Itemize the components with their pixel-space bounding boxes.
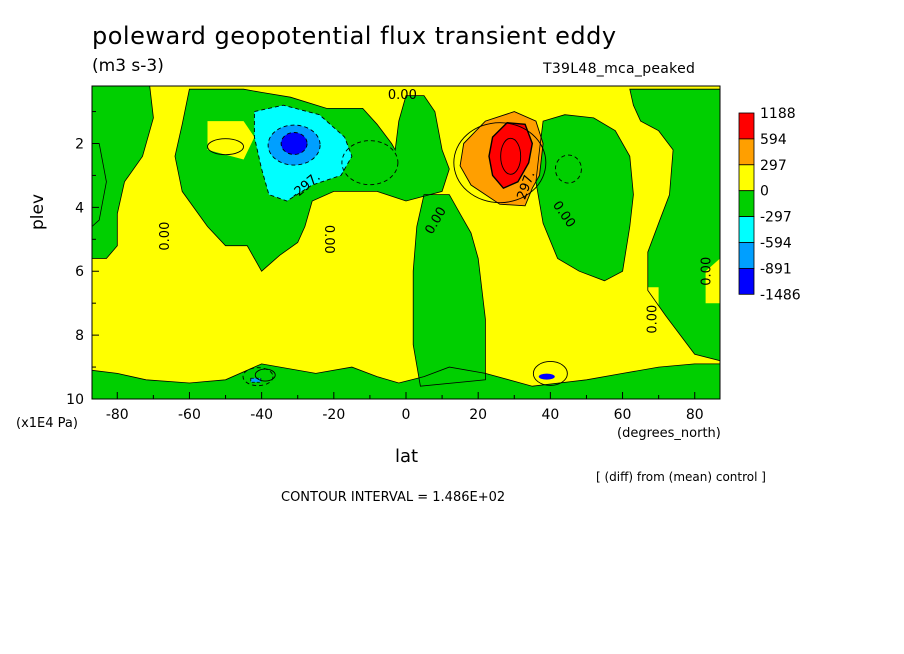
dashed-contour-1 bbox=[554, 154, 582, 184]
x-tick-label-3: -20 bbox=[322, 407, 345, 423]
positive-pocket-3 bbox=[705, 258, 720, 304]
positive-pocket-4 bbox=[644, 287, 659, 336]
zero-contour-0 bbox=[92, 86, 154, 259]
legend-swatch-4 bbox=[738, 216, 755, 243]
legend-label-3: 0 bbox=[760, 184, 769, 200]
negative-core-891 bbox=[280, 132, 308, 155]
color-legend: 1188 594 297 0 -297 -594 -891 -1486 bbox=[738, 106, 801, 303]
legend-label-5: -594 bbox=[760, 236, 792, 252]
contour-label-zero-4: 0.00 bbox=[645, 305, 660, 334]
diff-note: [ (diff) from (mean) control ] bbox=[596, 470, 766, 484]
positive-pocket-5 bbox=[158, 336, 164, 353]
contour-lines bbox=[92, 86, 720, 399]
contour-label-zero-1: 0.00 bbox=[321, 225, 336, 254]
legend-swatch-6 bbox=[738, 267, 755, 295]
legend-swatch-1 bbox=[738, 138, 755, 166]
chart-units: (m3 s-3) bbox=[92, 56, 164, 76]
legend-label-0: 1188 bbox=[760, 106, 796, 122]
legend-swatch-2 bbox=[738, 164, 755, 192]
contour-interval: CONTOUR INTERVAL = 1.486E+02 bbox=[281, 490, 506, 505]
contour-pos-594 bbox=[488, 121, 534, 190]
legend-swatch-3 bbox=[738, 190, 755, 217]
contour-pos-891 bbox=[500, 137, 522, 175]
x-tick-label-5: 20 bbox=[469, 407, 487, 423]
x-tick-label-1: -60 bbox=[178, 407, 201, 423]
x-tick-label-0: -80 bbox=[106, 407, 129, 423]
solid-contour-small-2 bbox=[254, 368, 276, 382]
legend-label-6: -891 bbox=[760, 261, 792, 277]
positive-core-594 bbox=[489, 122, 533, 189]
contour-neg-297 bbox=[253, 104, 353, 202]
y-tick-label-1: 4 bbox=[75, 200, 84, 216]
x-axis-label: lat bbox=[395, 446, 419, 467]
legend-label-4: -297 bbox=[760, 210, 792, 226]
x-axis-units: (degrees_north) bbox=[617, 426, 721, 441]
chart-title: poleward geopotential flux transient edd… bbox=[92, 22, 617, 50]
y-tick-label-3: 8 bbox=[75, 328, 84, 344]
zero-contour-5 bbox=[92, 363, 720, 399]
zero-contour-3 bbox=[535, 114, 634, 282]
y-tick-label-4: 10 bbox=[66, 392, 84, 408]
legend-label-1: 594 bbox=[760, 132, 787, 148]
x-tick-label-8: 80 bbox=[686, 407, 704, 423]
y-tick-label-0: 2 bbox=[75, 136, 84, 152]
legend-swatch-0 bbox=[738, 112, 755, 140]
x-tick-label-7: 60 bbox=[614, 407, 632, 423]
axes: -80 -60 -40 -20 0 20 40 60 80 2 4 6 8 10 bbox=[66, 111, 704, 423]
contour-label-zero-6: 0.00 bbox=[388, 88, 417, 103]
small-contour-0 bbox=[532, 360, 568, 386]
contour-label-zero-0: 0.00 bbox=[158, 222, 173, 251]
legend-swatch-5 bbox=[738, 242, 755, 269]
legend-label-2: 297 bbox=[760, 158, 787, 174]
dashed-contour-0 bbox=[341, 140, 399, 186]
contour-pos-297 bbox=[459, 111, 544, 207]
y-axis-units: (x1E4 Pa) bbox=[16, 416, 78, 431]
contour-label-zero-5: 0.00 bbox=[700, 257, 715, 286]
experiment-label: T39L48_mca_peaked bbox=[543, 61, 696, 77]
x-tick-label-4: 0 bbox=[402, 407, 411, 423]
zero-contour-1 bbox=[174, 88, 450, 272]
x-tick-label-6: 40 bbox=[541, 407, 559, 423]
positive-pocket-2 bbox=[384, 89, 399, 99]
negative-pocket-outline bbox=[242, 367, 274, 387]
zero-contour-2 bbox=[412, 194, 486, 387]
zero-contour-4 bbox=[629, 88, 720, 362]
negative-region-0 bbox=[92, 86, 154, 259]
positive-pocket-blue bbox=[538, 373, 555, 380]
negative-region-2 bbox=[413, 194, 486, 387]
legend-label-7: -1486 bbox=[760, 287, 801, 303]
y-tick-label-2: 6 bbox=[75, 264, 84, 280]
contour-fill bbox=[92, 86, 720, 399]
x-tick-label-2: -40 bbox=[250, 407, 273, 423]
solid-contour-outer bbox=[453, 122, 547, 204]
negative-region-3 bbox=[535, 114, 634, 281]
solid-contour-small bbox=[207, 138, 244, 156]
